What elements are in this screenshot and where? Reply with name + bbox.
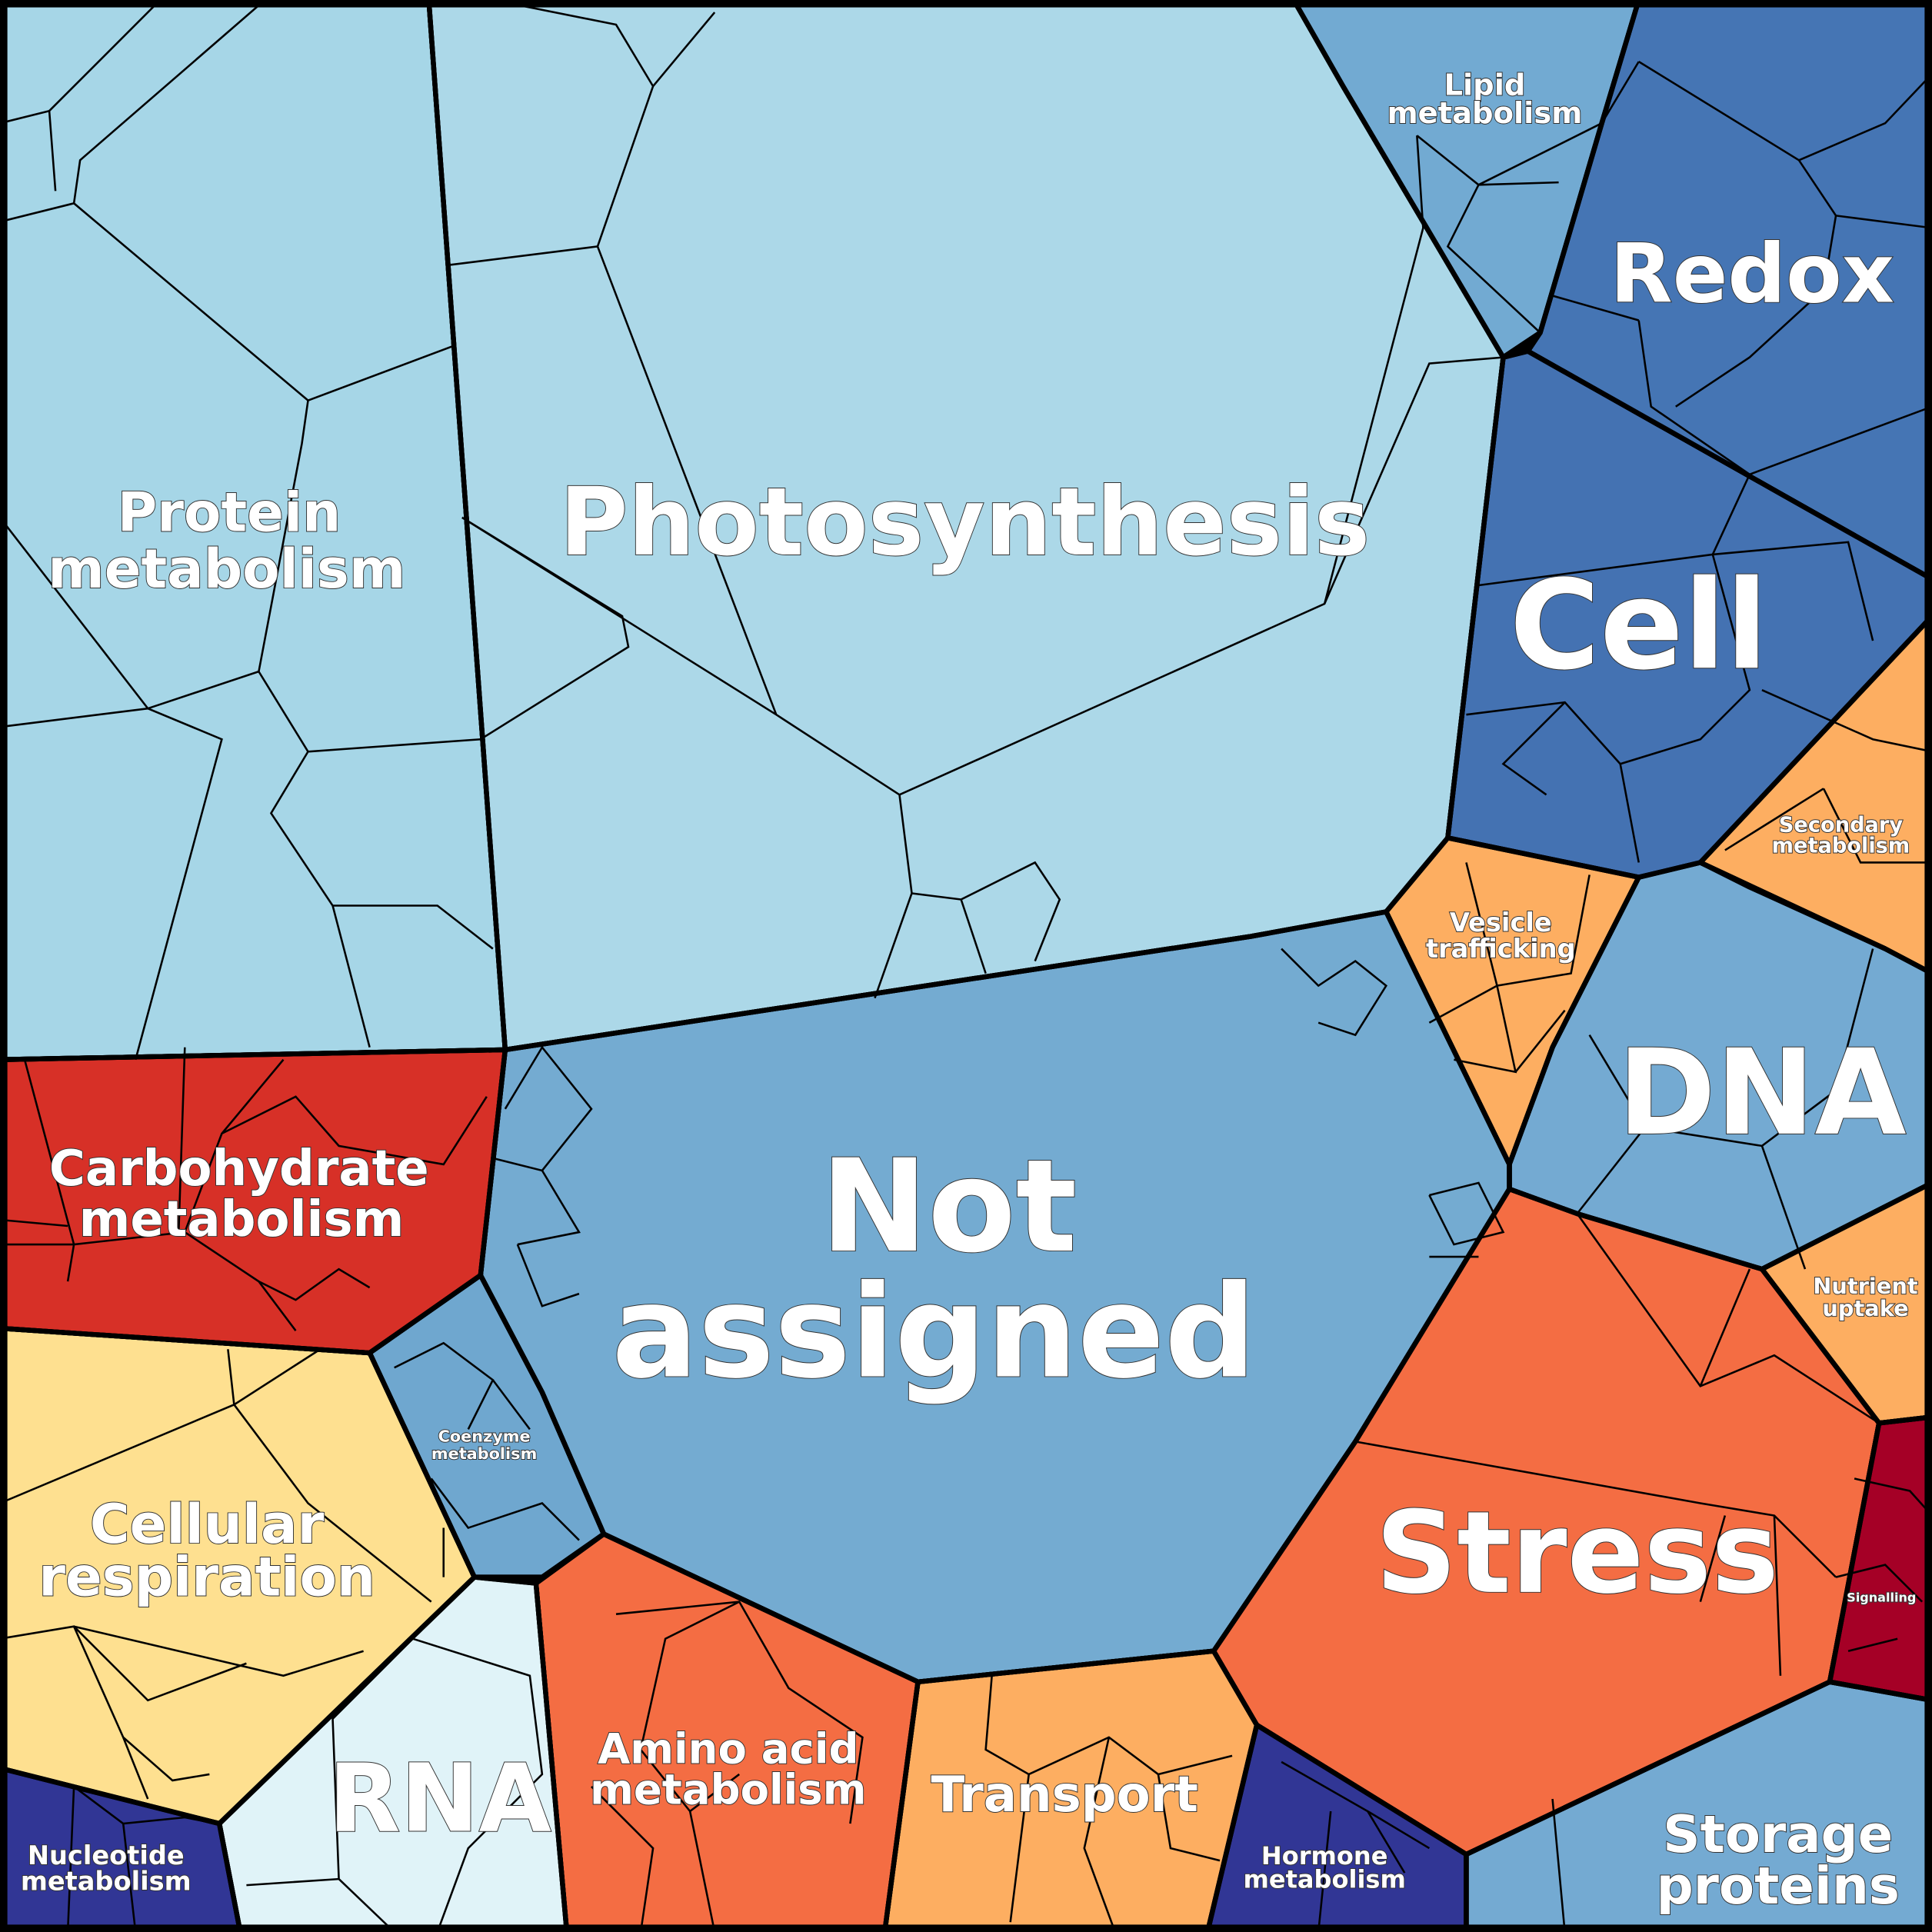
label-redox: Redox [1610,227,1894,321]
label-photosynthesis: Photosynthesis [559,468,1370,577]
label-secondary-metabolism: Secondary metabolism [1772,813,1910,858]
cell-border-storage [1464,1679,1932,1932]
label-storage-proteins: Storage proteins [1657,1804,1900,1916]
cell-border-amino [533,1531,921,1932]
label-dna: DNA [1617,1024,1906,1162]
label-lipid-metabolism: Lipid metabolism [1387,68,1583,131]
label-rna: RNA [328,1744,551,1854]
label-amino-acid-metabolism: Amino acid metabolism [590,1724,866,1814]
cell-border-signalling [1827,1414,1932,1704]
label-nucleotide-metabolism: Nucleotide metabolism [21,1840,192,1897]
label-transport: Transport [931,1767,1198,1824]
label-stress: Stress [1375,1487,1779,1619]
label-hormone-metabolism: Hormone metabolism [1244,1841,1406,1894]
label-cellular-respiration: Cellular respiration [38,1493,375,1609]
label-nutrient-uptake: Nutrient uptake [1813,1273,1918,1321]
label-carbohydrate-metabolism: Carbohydrate metabolism [49,1141,429,1248]
label-vesicle-trafficking: Vesicle trafficking [1426,908,1576,964]
label-cell: Cell [1510,553,1768,697]
label-protein-metabolism: Protein metabolism [48,481,405,601]
label-signalling: Signalling [1847,1591,1916,1605]
cell-border-carbo [0,1047,508,1356]
label-coenzyme-metabolism: Coenzyme metabolism [431,1427,537,1462]
label-not-assigned: Not assigned [611,1132,1256,1407]
cell-border-nucleotide [0,1765,243,1932]
